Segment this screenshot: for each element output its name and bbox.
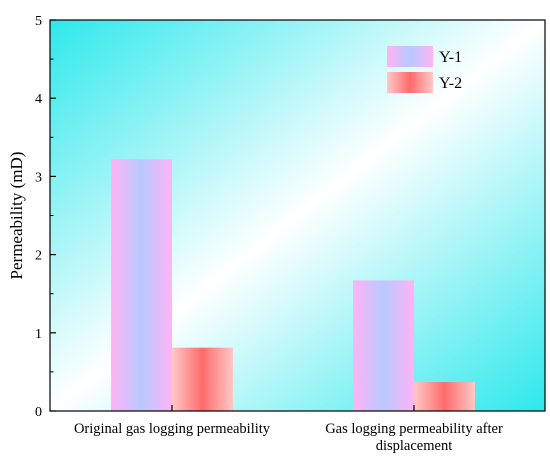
bar-y-1-1 xyxy=(353,280,414,411)
legend-label: Y-1 xyxy=(439,49,462,66)
bar-y-2-1 xyxy=(414,382,475,411)
y-tick-label: 0 xyxy=(35,405,42,420)
bars-group xyxy=(111,159,475,411)
x-category-label: displacement xyxy=(376,438,453,454)
x-axis: Original gas logging permeability Gas log… xyxy=(74,405,503,454)
y-tick-label: 1 xyxy=(35,327,42,342)
legend: Y-1 Y-2 xyxy=(387,46,462,93)
y-tick-label: 4 xyxy=(35,92,42,107)
bar-y-1-0 xyxy=(111,159,172,411)
y-axis: 0 1 2 3 4 5 xyxy=(35,14,56,420)
legend-swatch-y-2 xyxy=(387,72,433,93)
bar-y-2-0 xyxy=(172,347,233,411)
y-axis-title: Permeability (mD) xyxy=(7,152,26,280)
y-tick-label: 2 xyxy=(35,249,42,264)
y-tick-label: 3 xyxy=(35,170,42,185)
x-category-label: Gas logging permeability after xyxy=(325,421,503,437)
legend-swatch-y-1 xyxy=(387,46,433,67)
y-tick-label: 5 xyxy=(35,14,42,29)
x-category-label: Original gas logging permeability xyxy=(74,421,271,437)
legend-label: Y-2 xyxy=(439,75,462,92)
